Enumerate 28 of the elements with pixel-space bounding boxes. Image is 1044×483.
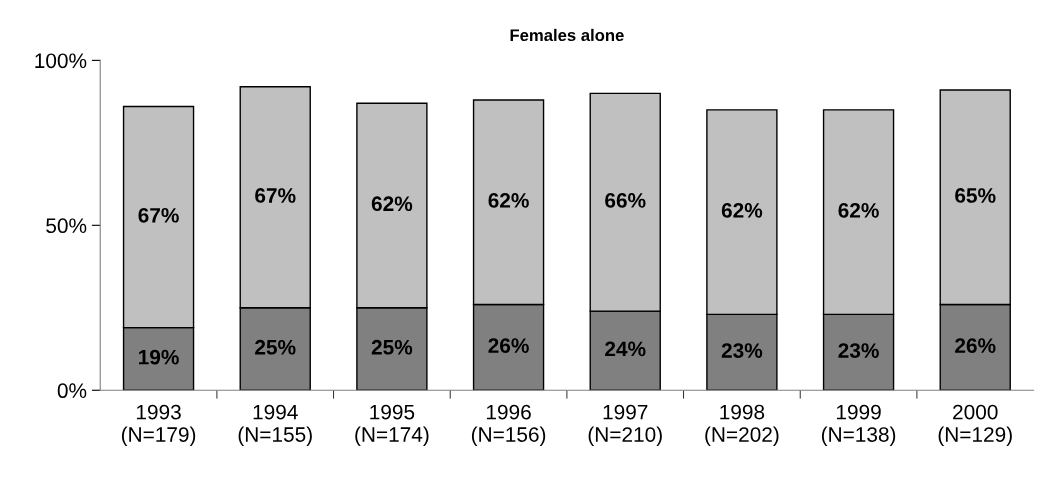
data-label: 19% [139,349,179,365]
data-label: 23% [838,343,879,358]
x-tick-label: 1994 (N=155) [238,404,312,446]
data-label: 66% [605,193,646,208]
x-tick-label: 1997 (N=210) [588,404,662,446]
data-label: 24% [605,341,646,357]
chart-title: Females alone [510,28,624,42]
data-label: 62% [371,196,413,212]
x-tick-label: 1998 (N=202) [705,404,779,446]
data-label: 25% [255,339,296,355]
data-label: 26% [488,338,529,353]
x-tick-label: 1996 (N=156) [471,404,546,446]
data-label: 62% [488,193,529,208]
data-label: 23% [721,343,763,358]
data-label: 62% [721,202,763,218]
data-label: 67% [138,207,179,223]
data-label: 62% [838,202,879,218]
y-tick-label: 100% [35,53,87,69]
data-label: 65% [955,188,996,203]
x-tick-label: 1999 (N=138) [821,404,896,446]
data-label: 26% [955,338,996,353]
x-tick-label: 2000 (N=129) [938,404,1012,446]
y-tick-label: 0% [57,383,87,399]
y-tick-label: 50% [46,218,87,234]
data-label: 25% [371,339,413,355]
x-tick-label: 1993 (N=179) [121,404,196,446]
x-tick-label: 1995 (N=174) [355,404,429,446]
data-label: 67% [255,188,296,203]
